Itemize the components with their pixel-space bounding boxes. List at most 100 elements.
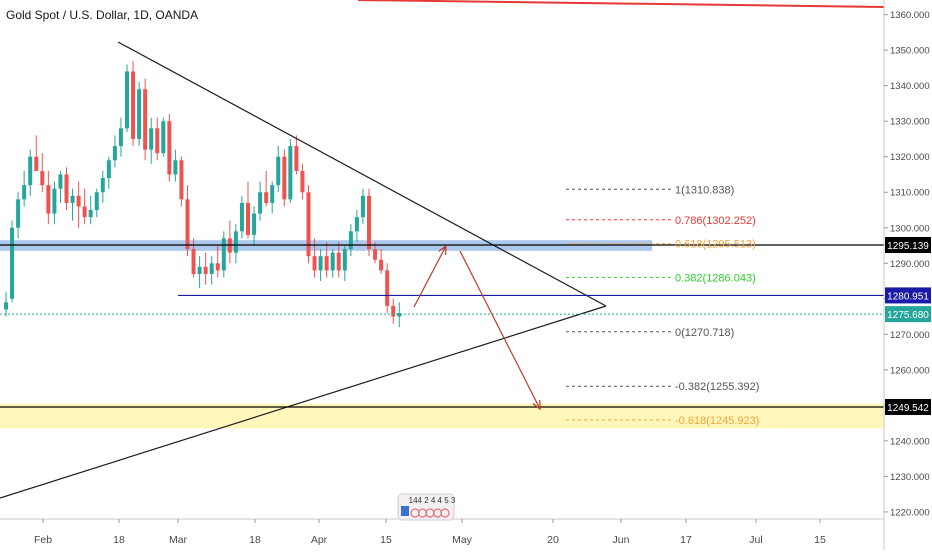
candle-body: [185, 199, 190, 250]
candle-body: [76, 195, 81, 207]
logo-text: 144 2 4 4 5 3: [409, 496, 456, 505]
candle-body: [64, 174, 69, 203]
candle-body: [324, 256, 329, 271]
candle-body: [203, 266, 208, 274]
candle-body: [373, 249, 378, 260]
candle-body: [88, 210, 93, 218]
candle-body: [258, 192, 263, 214]
time-tick-label: 20: [547, 534, 559, 546]
candle-body: [336, 252, 341, 271]
candle-body: [46, 185, 51, 214]
logo-flag-icon: [401, 506, 409, 516]
fib-level-label: -0.382(1255.392): [675, 381, 759, 393]
price-tick-label: 1260.000: [890, 365, 930, 376]
time-tick-label: 18: [113, 534, 125, 546]
price-tick-label: 1360.000: [890, 10, 930, 21]
candle-body: [28, 156, 33, 186]
candle-body: [137, 89, 142, 139]
fib-level-label: 0.786(1302.252): [675, 215, 756, 227]
candle-body: [10, 227, 15, 299]
candle-body: [155, 128, 160, 154]
candle-body: [391, 305, 396, 317]
candle-body: [52, 188, 57, 214]
candle-body: [233, 231, 238, 253]
candle-body: [149, 128, 154, 150]
fib-level-label: 0.618(1295.513): [675, 239, 756, 251]
candle-body: [246, 202, 250, 235]
price-tick-label: 1240.000: [890, 436, 930, 447]
candle-body: [385, 270, 390, 306]
fib-level-label: 0.382(1286.043): [675, 272, 756, 284]
candle-body: [22, 185, 27, 200]
price-tick-label: 1290.000: [890, 259, 930, 270]
price-tick-label: 1270.000: [890, 330, 930, 341]
candle-body: [239, 202, 244, 232]
candle-body: [306, 192, 311, 257]
price-zone: [0, 403, 884, 429]
time-tick-label: Feb: [34, 534, 52, 546]
logo-ring-icon: [440, 508, 450, 518]
red-trendline: [357, 0, 885, 8]
candle-body: [264, 192, 269, 203]
level-badge: [885, 398, 931, 415]
candle-body: [300, 170, 305, 193]
candle-body: [191, 249, 196, 274]
projection-arrow: [459, 250, 541, 410]
fib-level-label: 0(1270.718): [675, 327, 734, 339]
candle-body: [143, 89, 148, 150]
candle-body: [379, 259, 384, 271]
candle-body: [367, 195, 371, 250]
candle-body: [167, 121, 172, 175]
projection-arrow: [413, 245, 447, 308]
candle-body: [125, 71, 129, 129]
time-tick-label: 15: [380, 534, 392, 546]
candle-body: [215, 263, 220, 271]
level-badge-label: 1295.139: [887, 241, 929, 252]
level-badge-label: 1249.542: [887, 403, 929, 414]
candle-body: [282, 156, 287, 200]
candle-body: [221, 238, 226, 271]
time-tick-label: 15: [814, 534, 826, 546]
candle-body: [209, 263, 214, 274]
candle-body: [312, 256, 317, 271]
time-tick-label: Jul: [749, 534, 762, 546]
candle-body: [4, 302, 8, 310]
time-tick-label: 18: [249, 534, 261, 546]
price-tick-label: 1330.000: [890, 117, 930, 128]
candle-body: [82, 206, 87, 218]
candle-body: [276, 156, 281, 186]
candle-body: [197, 266, 202, 274]
fib-level-label: 1(1310.838): [675, 184, 734, 196]
tradingview-logo: 144 2 4 4 5 3: [397, 493, 456, 521]
time-tick-label: Jun: [613, 534, 630, 546]
candle-body: [318, 256, 323, 271]
candle-body: [100, 178, 105, 193]
level-badge-label: 1275.680: [887, 310, 929, 321]
logo-background: [397, 493, 455, 521]
level-badge: [885, 306, 931, 323]
candle-body: [342, 249, 347, 271]
candle-body: [252, 213, 257, 235]
candle-body: [16, 199, 21, 228]
candle-body: [173, 160, 178, 175]
price-tick-label: 1230.000: [890, 472, 930, 483]
candle-body: [131, 71, 136, 139]
level-badge-label: 1280.951: [887, 291, 929, 302]
time-tick-label: Mar: [169, 534, 188, 546]
arrow-head: [532, 399, 541, 411]
arrow-head: [438, 244, 447, 256]
price-tick-label: 1340.000: [890, 81, 930, 92]
resistance-trendline: [117, 41, 607, 307]
time-tick-label: May: [452, 534, 473, 546]
candle-body: [354, 217, 359, 232]
candle-body: [118, 128, 123, 147]
price-tick-label: 1350.000: [890, 46, 930, 57]
candle-body: [270, 185, 275, 203]
candle-body: [94, 192, 99, 210]
price-tick-label: 1220.000: [890, 507, 930, 518]
chart-title: Gold Spot / U.S. Dollar, 1D, OANDA: [6, 8, 199, 22]
time-tick-label: Apr: [311, 534, 328, 546]
candle-body: [294, 146, 299, 171]
